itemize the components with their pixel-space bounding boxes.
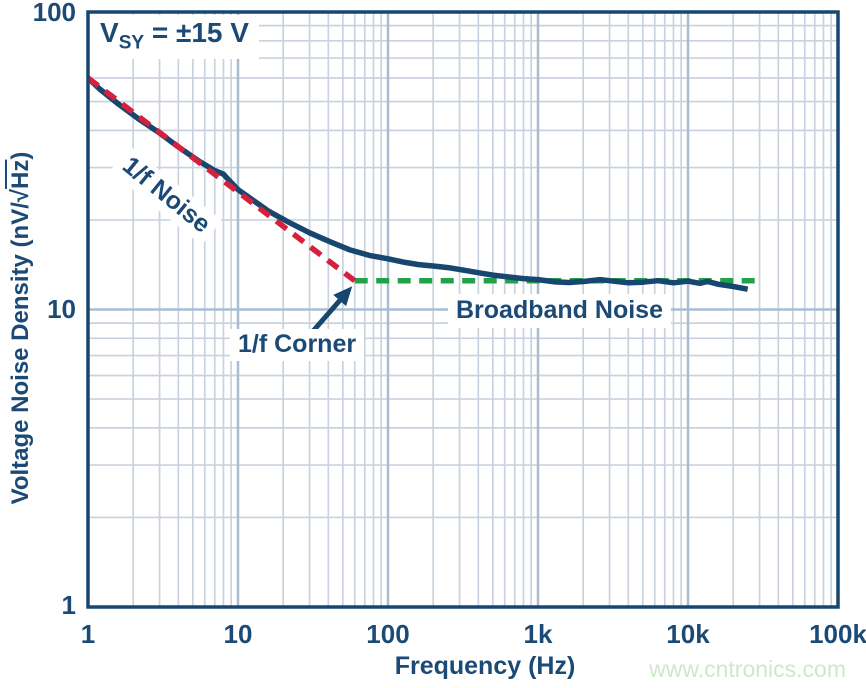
supply-voltage-annotation: VSY = ±15 V [90, 15, 259, 59]
y-axis-title-close: ) [7, 151, 34, 160]
x-tick-100k: 100k [809, 619, 866, 649]
sqrt-symbol: √ [7, 188, 34, 203]
x-tick-1k: 1k [523, 619, 553, 649]
supply-symbol: V [100, 17, 119, 48]
plot-frame [86, 10, 840, 609]
y-tick-100: 100 [32, 0, 76, 27]
y-tick-10: 10 [47, 294, 76, 324]
supply-subscript: SY [118, 32, 145, 54]
x-tick-100: 100 [366, 619, 410, 649]
x-tick-1: 1 [80, 619, 96, 649]
x-tick-10k: 10k [666, 619, 710, 649]
y-tick-1: 1 [61, 590, 76, 620]
x-tick-10: 10 [223, 619, 253, 649]
x-axis-title: Frequency (Hz) [394, 652, 576, 680]
supply-value: = ±15 V [144, 17, 249, 48]
y-axis-title-radicand: Hz [7, 159, 34, 189]
watermark-text: www.cntronics.com [649, 656, 846, 682]
corner-arrow-head [333, 286, 353, 307]
flicker-corner-label: 1/f Corner [230, 329, 365, 361]
broadband-noise-label: Broadband Noise [448, 294, 671, 328]
y-axis-title: Voltage Noise Density (nV/√Hz) [7, 152, 35, 505]
flicker-asymptote-line [86, 75, 357, 283]
measured-noise-curve [86, 75, 749, 292]
y-axis-title-text: Voltage Noise Density (nV/ [7, 202, 34, 505]
